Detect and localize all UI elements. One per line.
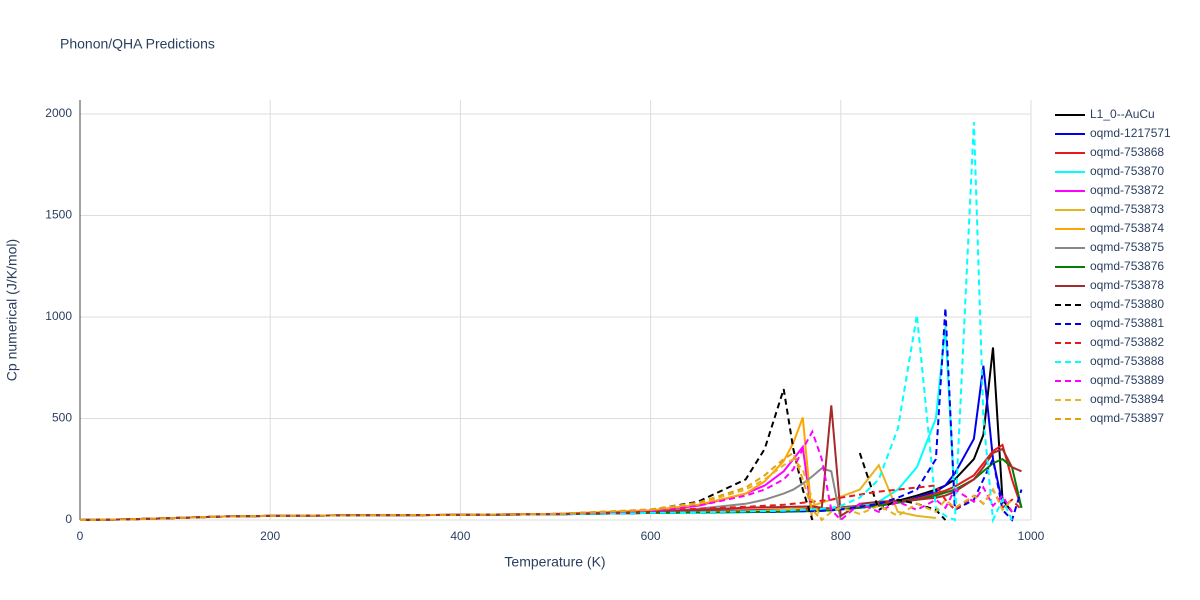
legend-label: oqmd-753889 xyxy=(1090,373,1164,387)
legend-label: oqmd-753882 xyxy=(1090,335,1164,349)
series-line xyxy=(79,122,1013,524)
legend-label: oqmd-753876 xyxy=(1090,259,1164,273)
y-tick-label: 0 xyxy=(65,512,72,526)
series-line xyxy=(79,388,947,521)
legend-label: oqmd-753873 xyxy=(1090,202,1164,216)
legend-label: oqmd-753888 xyxy=(1090,354,1164,368)
legend-label: oqmd-753897 xyxy=(1090,411,1164,425)
y-axis-title: Cp numerical (J/K/mol) xyxy=(4,239,20,381)
x-tick-label: 800 xyxy=(831,529,851,543)
series-line xyxy=(79,457,1013,522)
legend-label: oqmd-753872 xyxy=(1090,183,1164,197)
chart-title: Phonon/QHA Predictions xyxy=(60,36,215,52)
x-tick-label: 1000 xyxy=(1018,529,1045,543)
legend-label: oqmd-753881 xyxy=(1090,316,1164,330)
series-line xyxy=(79,365,1004,521)
legend-label: oqmd-753875 xyxy=(1090,240,1164,254)
legend-label: oqmd-753868 xyxy=(1090,145,1164,159)
y-tick-label: 500 xyxy=(52,411,72,425)
legend-label: oqmd-753880 xyxy=(1090,297,1164,311)
legend-label: oqmd-1217571 xyxy=(1090,126,1171,140)
legend-label: oqmd-753878 xyxy=(1090,278,1164,292)
y-tick-label: 1500 xyxy=(45,208,72,222)
legend-label: oqmd-753870 xyxy=(1090,164,1164,178)
x-tick-label: 200 xyxy=(260,529,280,543)
y-tick-label: 1000 xyxy=(45,309,72,323)
series-line xyxy=(79,307,1023,522)
series-line xyxy=(79,451,823,521)
x-tick-label: 0 xyxy=(77,529,84,543)
legend-label: L1_0--AuCu xyxy=(1090,107,1155,121)
x-tick-label: 600 xyxy=(641,529,661,543)
y-tick-label: 2000 xyxy=(45,106,72,120)
legend-label: oqmd-753894 xyxy=(1090,392,1164,406)
series-line xyxy=(79,347,1013,521)
x-axis-title: Temperature (K) xyxy=(504,554,605,570)
x-tick-label: 400 xyxy=(450,529,470,543)
legend-label: oqmd-753874 xyxy=(1090,221,1164,235)
